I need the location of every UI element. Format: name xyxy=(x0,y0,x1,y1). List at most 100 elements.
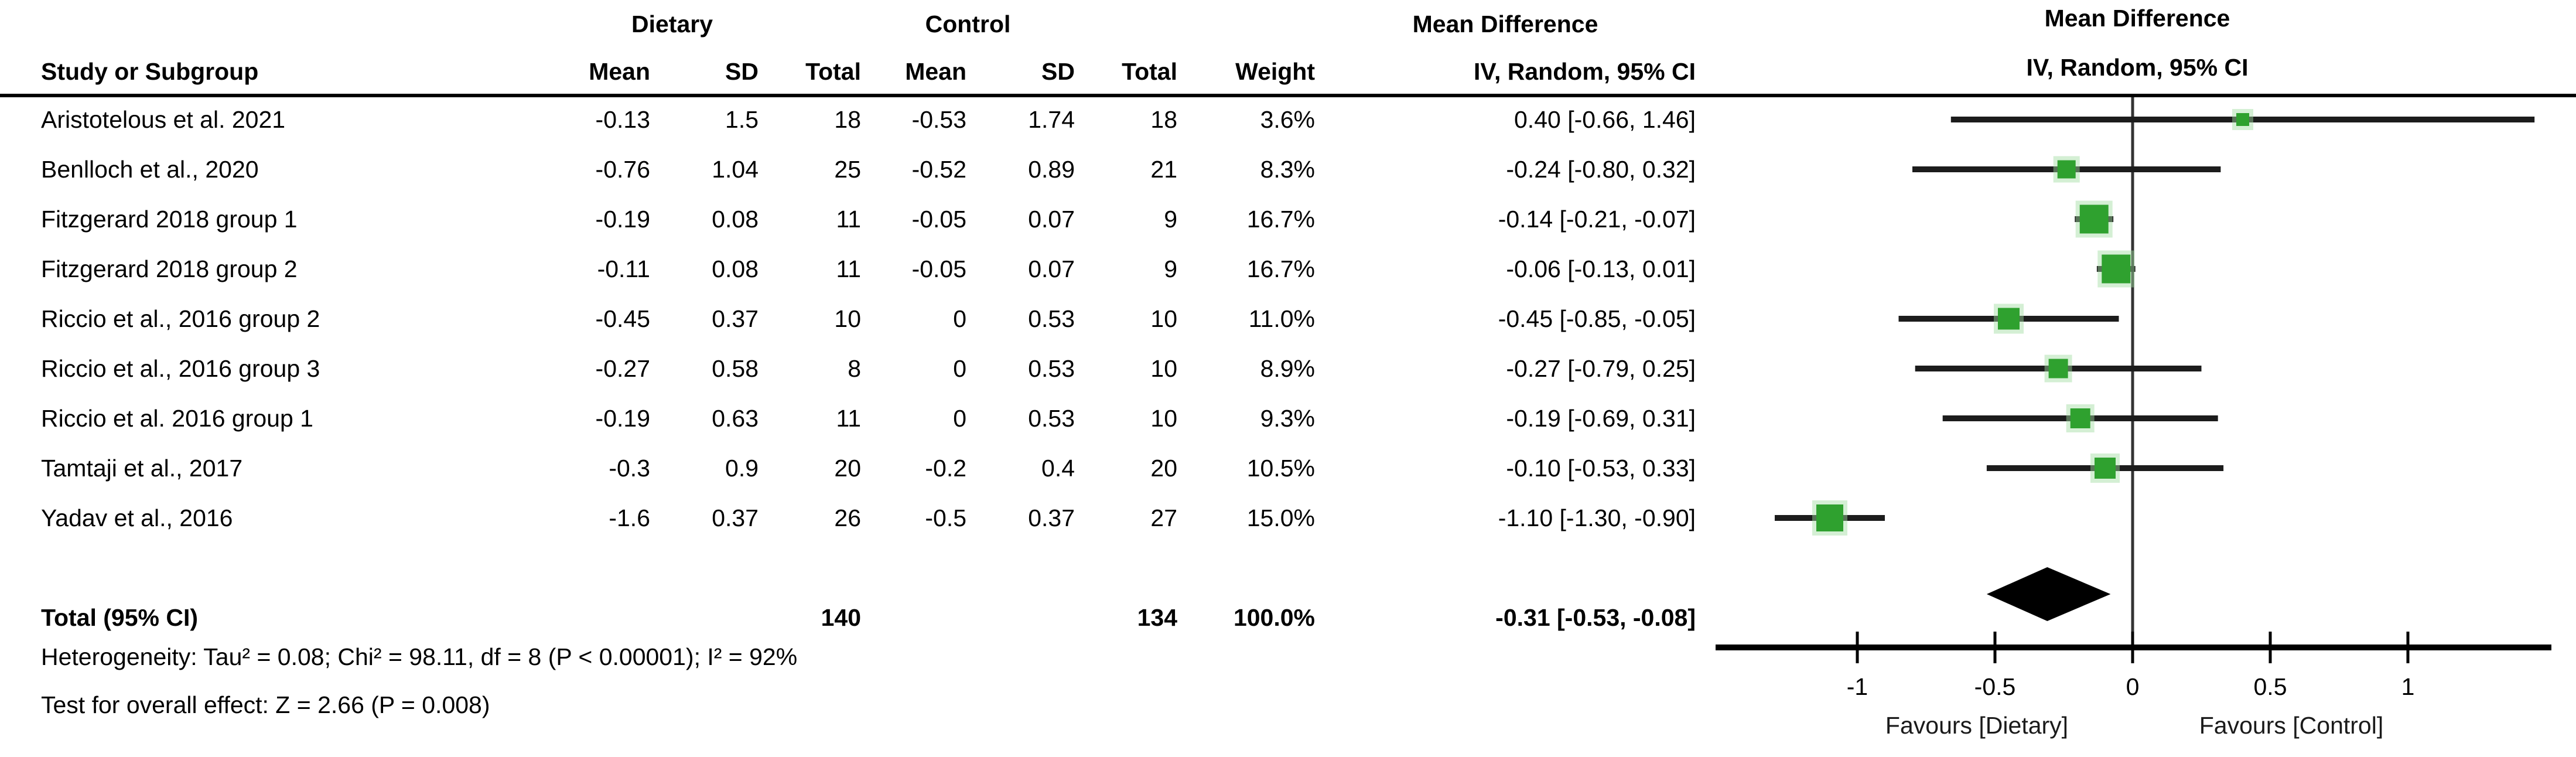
dietary-sd: 1.04 xyxy=(712,156,759,183)
md-ci: -0.24 [-0.80, 0.32] xyxy=(1506,156,1696,183)
study-marker xyxy=(2236,113,2249,126)
col-header-study: Study or Subgroup xyxy=(41,57,259,85)
control-mean: -0.05 xyxy=(911,206,967,233)
control-total: 18 xyxy=(1150,106,1178,133)
control-mean: -0.05 xyxy=(911,255,967,282)
study-name: Aristotelous et al. 2021 xyxy=(41,106,286,133)
control-group-header: Control xyxy=(925,10,1011,37)
col-header-dietary-mean: Mean xyxy=(589,57,650,85)
col-header-control-mean: Mean xyxy=(905,57,967,85)
control-mean: -0.52 xyxy=(911,156,967,183)
dietary-sd: 0.08 xyxy=(712,206,759,233)
md-ci: -1.10 [-1.30, -0.90] xyxy=(1498,504,1696,531)
control-total: 10 xyxy=(1150,355,1178,382)
col-header-control-total: Total xyxy=(1122,57,1178,85)
total-weight: 100.0% xyxy=(1233,604,1316,631)
study-row: Fitzgerard 2018 group 1 -0.19 0.08 11 -0.05 0… xyxy=(41,195,1696,244)
study-row: Aristotelous et al. 2021 -0.13 1.5 18 -0.53 1… xyxy=(41,95,1696,145)
tick-label: 0 xyxy=(2126,673,2140,700)
study-row: Tamtaji et al., 2017 -0.3 0.9 20 -0.2 0.4 20 10… xyxy=(41,444,1696,493)
control-total: 9 xyxy=(1164,255,1178,282)
col-header-control-sd: SD xyxy=(1041,57,1075,85)
control-sd: 0.07 xyxy=(1028,206,1075,233)
control-total: 9 xyxy=(1164,206,1178,233)
group-header-row: Dietary Control Mean Difference xyxy=(41,0,1696,48)
control-sd: 0.89 xyxy=(1028,156,1075,183)
study-marker xyxy=(2070,408,2090,428)
study-name: Benlloch et al., 2020 xyxy=(41,156,259,183)
total-dietary-n: 140 xyxy=(821,604,862,631)
dietary-total: 11 xyxy=(836,405,862,432)
control-mean: 0 xyxy=(953,405,967,432)
tick-label: 1 xyxy=(2401,673,2415,700)
mean-difference-group-header: Mean Difference xyxy=(1412,10,1598,37)
dietary-total: 8 xyxy=(848,355,862,382)
total-row: Total (95% CI) 140 134 100.0% -0.31 [-0.… xyxy=(41,593,1696,643)
dietary-sd: 0.58 xyxy=(712,355,759,382)
study-marker xyxy=(2095,458,2116,479)
dietary-total: 10 xyxy=(834,305,862,332)
control-mean: -0.2 xyxy=(925,455,967,482)
control-total: 10 xyxy=(1150,305,1178,332)
dietary-total: 25 xyxy=(834,156,862,183)
weight: 15.0% xyxy=(1246,504,1316,531)
dietary-total: 20 xyxy=(834,455,862,482)
dietary-sd: 0.63 xyxy=(712,405,759,432)
dietary-mean: -0.19 xyxy=(595,405,650,432)
study-data-table: Dietary Control Mean Difference Study or… xyxy=(41,0,1696,643)
weight: 11.0% xyxy=(1248,305,1316,332)
dietary-total: 18 xyxy=(834,106,862,133)
study-name: Fitzgerard 2018 group 2 xyxy=(41,255,298,282)
md-ci: -0.45 [-0.85, -0.05] xyxy=(1498,305,1696,332)
weight: 8.3% xyxy=(1260,156,1316,183)
weight: 10.5% xyxy=(1246,455,1316,482)
control-total: 21 xyxy=(1150,156,1178,183)
plot-subtitle: IV, Random, 95% CI xyxy=(2026,54,2249,81)
dietary-mean: -0.27 xyxy=(595,355,650,382)
dietary-sd: 0.9 xyxy=(725,455,759,482)
weight: 8.9% xyxy=(1260,355,1316,382)
control-total: 27 xyxy=(1150,504,1178,531)
dietary-sd: 0.08 xyxy=(712,255,759,282)
study-name: Riccio et al., 2016 group 2 xyxy=(41,305,320,332)
control-total: 20 xyxy=(1150,455,1178,482)
dietary-total: 11 xyxy=(836,206,862,233)
md-ci: -0.19 [-0.69, 0.31] xyxy=(1506,405,1696,432)
dietary-sd: 1.5 xyxy=(725,106,759,133)
col-header-dietary-sd: SD xyxy=(725,57,759,85)
favours-right-label: Favours [Control] xyxy=(2199,712,2383,739)
study-row: Yadav et al., 2016 -1.6 0.37 26 -0.5 0.37 27 15… xyxy=(41,493,1696,543)
control-sd: 0.37 xyxy=(1028,504,1075,531)
favours-left-label: Favours [Dietary] xyxy=(1885,712,2068,739)
weight: 16.7% xyxy=(1246,206,1316,233)
study-row: Benlloch et al., 2020 -0.76 1.04 25 -0.52 0.8… xyxy=(41,145,1696,195)
dietary-group-header: Dietary xyxy=(631,10,713,37)
study-marker xyxy=(2048,359,2068,378)
control-sd: 0.07 xyxy=(1028,255,1075,282)
study-name: Yadav et al., 2016 xyxy=(41,504,233,531)
dietary-mean: -1.6 xyxy=(609,504,650,531)
control-total: 10 xyxy=(1150,405,1178,432)
heterogeneity-stats: Heterogeneity: Tau² = 0.08; Chi² = 98.11… xyxy=(41,643,798,670)
control-sd: 0.4 xyxy=(1041,455,1075,482)
study-row: Fitzgerard 2018 group 2 -0.11 0.08 11 -0.05 0… xyxy=(41,244,1696,294)
study-marker xyxy=(2057,160,2076,179)
weight: 3.6% xyxy=(1260,106,1316,133)
overall-effect-stats: Test for overall effect: Z = 2.66 (P = 0… xyxy=(41,691,490,718)
dietary-mean: -0.3 xyxy=(609,455,650,482)
md-ci: -0.27 [-0.79, 0.25] xyxy=(1506,355,1696,382)
dietary-total: 26 xyxy=(834,504,862,531)
study-marker xyxy=(1998,308,2020,330)
total-md-ci: -0.31 [-0.53, -0.08] xyxy=(1495,604,1696,631)
study-name: Tamtaji et al., 2017 xyxy=(41,455,243,482)
tick-label: -1 xyxy=(1847,673,1868,700)
dietary-sd: 0.37 xyxy=(712,305,759,332)
control-mean: -0.53 xyxy=(911,106,967,133)
study-marker xyxy=(2079,204,2109,234)
tick-label: 0.5 xyxy=(2254,673,2287,700)
study-name: Fitzgerard 2018 group 1 xyxy=(41,206,298,233)
col-header-weight: Weight xyxy=(1235,57,1316,85)
md-ci: -0.14 [-0.21, -0.07] xyxy=(1498,206,1696,233)
study-name: Riccio et al., 2016 group 3 xyxy=(41,355,320,382)
